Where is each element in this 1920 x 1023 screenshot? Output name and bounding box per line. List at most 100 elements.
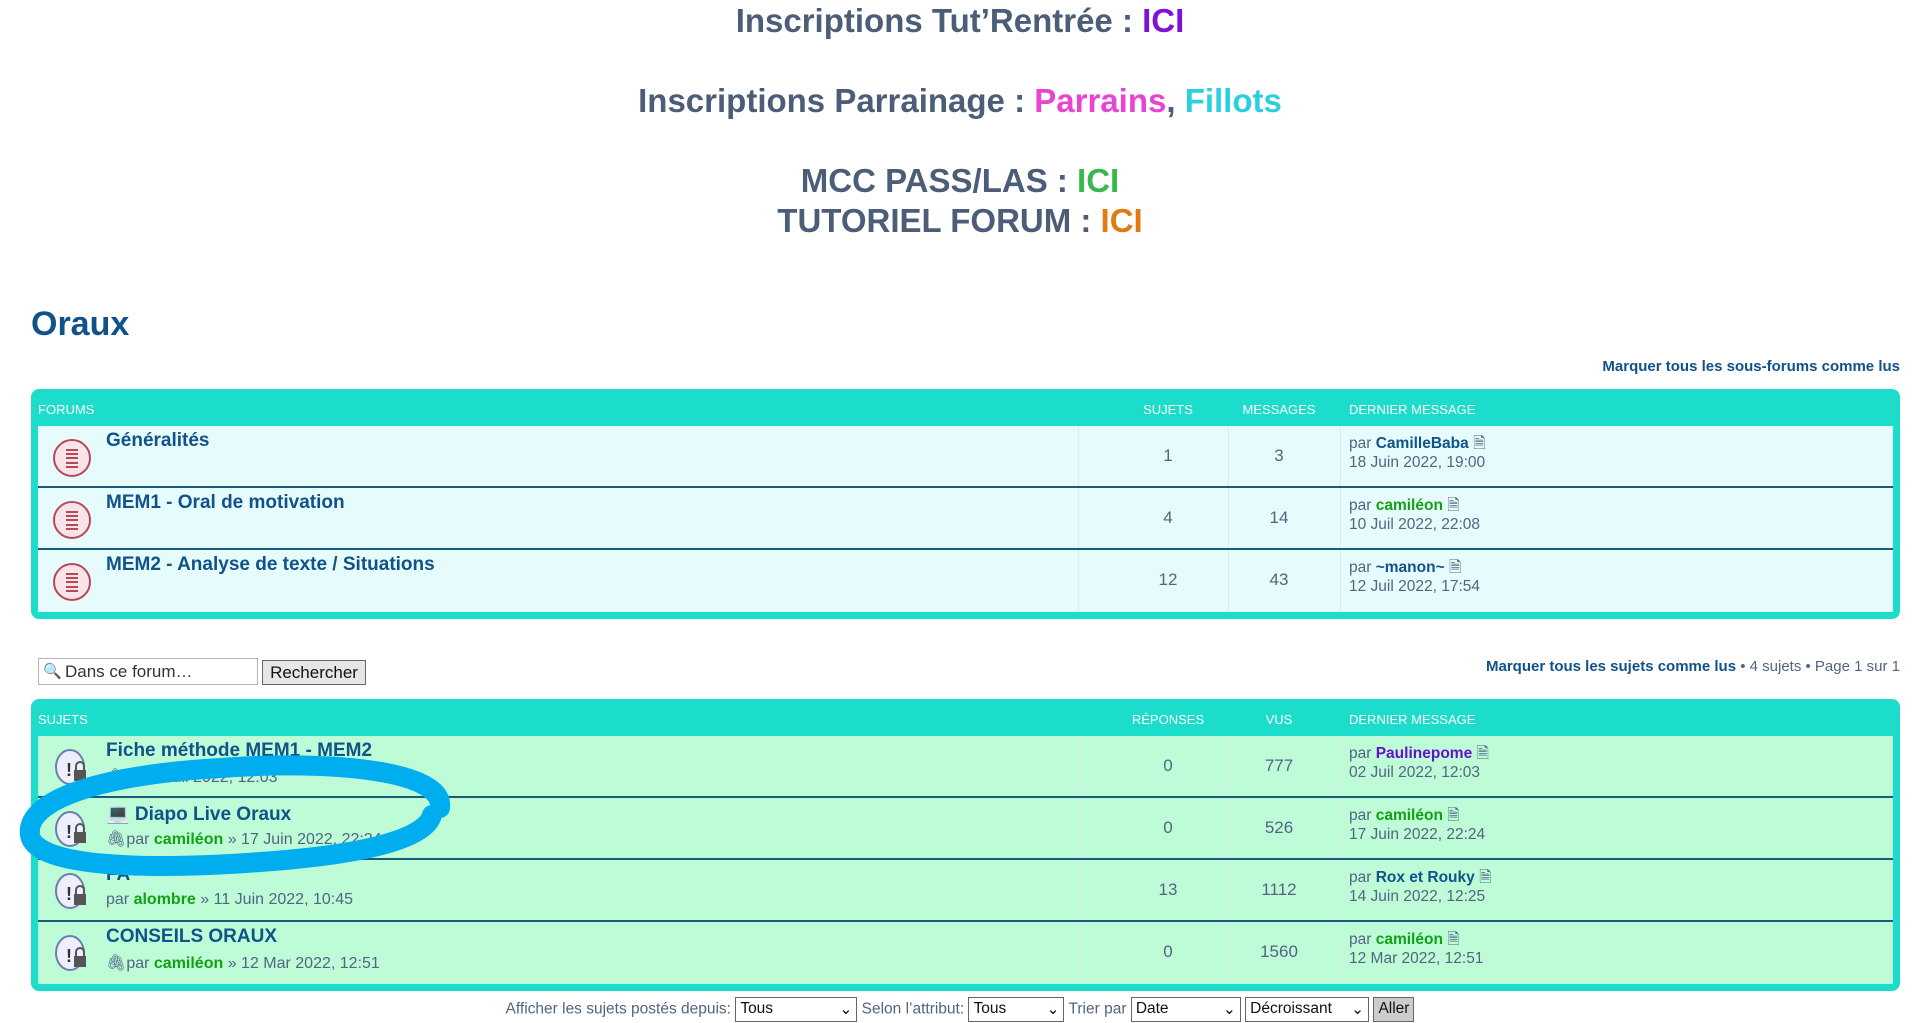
mcc-link[interactable]: ICI [1077,162,1120,199]
topic-title-link[interactable]: CONSEILS ORAUX [106,926,278,947]
view-last-post-icon[interactable]: 🗎 [1476,745,1489,762]
divider [1228,798,1229,858]
replies-count: 0 [1163,942,1173,961]
divider [1078,798,1079,858]
header-topics: Sujets [38,712,88,727]
announcement-tutrentree: Inscriptions Tut’Rentrée : ICI [0,2,1920,40]
label: Inscriptions Parrainage : [638,82,1035,119]
forum-row: Généralités 1 3 par CamilleBaba 🗎 18 Juin… [38,426,1893,488]
forum-row: MEM2 - Analyse de texte / Situations 12 … [38,550,1893,612]
posts-count: 43 [1269,570,1289,589]
forum-title-link[interactable]: MEM1 - Oral de motivation [106,492,345,513]
order-value: Décroissant [1250,1000,1332,1017]
topic-title-link[interactable]: 💻 Diapo Live Oraux [106,804,292,825]
forum-read-icon [53,563,91,601]
topic-locked-icon: ! [55,873,86,909]
view-last-post-icon[interactable]: 🗎 [1447,931,1460,948]
parrains-link[interactable]: Parrains [1034,82,1167,119]
forums-list: Forums Sujets Messages Dernier message G… [31,389,1900,619]
posts-count: 3 [1274,446,1284,465]
by-label: par [1349,497,1376,514]
label: TUTORIEL FORUM : [777,202,1101,239]
header-topics: Sujets [1143,402,1193,417]
topic-date: Juil 2022, 12:03 [164,769,278,786]
last-post-user-link[interactable]: Paulinepome [1375,745,1473,762]
author-link[interactable]: camiléon [153,831,224,848]
divider [1078,550,1079,612]
last-post: par camiléon 🗎 12 Mar 2022, 12:51 [1349,930,1483,968]
divider [1228,426,1229,486]
last-post: par CamilleBaba 🗎 18 Juin 2022, 19:00 [1349,434,1486,472]
since-select[interactable]: Tous ⌄ [735,997,858,1022]
last-post-user-link[interactable]: camiléon [1375,931,1443,948]
topic-date: » 17 Juin 2022, 22:24 [223,831,382,848]
last-post-date: 18 Juin 2022, 19:00 [1349,454,1486,471]
by-label: par [126,831,154,848]
fillots-link[interactable]: Fillots [1184,82,1282,119]
divider [1228,736,1229,796]
topic-meta: par alombre » 11 Juin 2022, 10:45 [106,891,353,909]
forum-read-icon [53,501,91,539]
topic-title-link[interactable]: Fiche méthode MEM1 - MEM2 [106,740,373,761]
divider [1228,488,1229,548]
last-post-user-link[interactable]: ~manon~ [1375,559,1445,576]
go-button[interactable]: Aller [1373,997,1415,1022]
tutrentree-link[interactable]: ICI [1142,2,1185,39]
svg-text:!: ! [66,822,72,842]
last-post-date: 17 Juin 2022, 22:24 [1349,826,1486,843]
chevron-down-icon: ⌄ [1222,1001,1236,1018]
chevron-down-icon: ⌄ [1351,1001,1365,1018]
forum-title-link[interactable]: MEM2 - Analyse de texte / Situations [106,554,435,575]
last-post-user-link[interactable]: camiléon [1375,807,1443,824]
replies-count: 13 [1158,880,1178,899]
view-last-post-icon[interactable]: 🗎 [1448,559,1462,576]
sort-value: Date [1135,1000,1169,1017]
view-last-post-icon[interactable]: 🗎 [1447,807,1460,824]
topic-date: » 12 Mar 2022, 12:51 [223,955,380,972]
search-button[interactable]: Rechercher [262,660,366,685]
order-select[interactable]: Décroissant ⌄ [1245,997,1370,1022]
last-post-user-link[interactable]: camiléon [1375,497,1443,514]
svg-text:!: ! [66,946,72,966]
divider [1228,860,1229,920]
author-link[interactable]: camiléon [153,955,224,972]
divider [1078,860,1079,920]
last-post-user-link[interactable]: Rox et Rouky [1375,869,1475,886]
divider [1340,798,1341,858]
author-link[interactable]: alombre [133,891,196,908]
header-last-post: Dernier message [1349,402,1476,417]
header-posts: Messages [1242,402,1316,417]
page-title[interactable]: Oraux [31,305,130,343]
pagination: Marquer tous les sujets comme lus • 4 su… [1486,658,1900,675]
by-label: par [126,769,154,786]
attribute-select[interactable]: Tous ⌄ [968,997,1065,1022]
last-post-date: 10 Juil 2022, 22:08 [1349,516,1480,533]
last-post-date: 14 Juin 2022, 12:25 [1349,888,1486,905]
chevron-down-icon: ⌄ [1046,1001,1060,1018]
divider [1078,426,1079,486]
forums-header: Forums Sujets Messages Dernier message [38,389,1893,426]
divider [1340,426,1341,486]
mark-subforums-read-link[interactable]: Marquer tous les sous-forums comme lus [1602,358,1900,375]
last-post-user-link[interactable]: CamilleBaba [1375,435,1469,452]
mark-topics-read-link[interactable]: Marquer tous les sujets comme lus [1485,658,1737,675]
attr-value: Tous [973,1000,1007,1017]
announcement-mcc: MCC PASS/LAS : ICI [0,162,1920,200]
attachment-icon: 🖇 [106,955,127,972]
sort-select[interactable]: Date ⌄ [1130,997,1241,1022]
header-views: Vus [1265,712,1293,727]
svg-text:!: ! [66,884,72,904]
view-last-post-icon[interactable]: 🗎 [1447,497,1460,514]
search-input[interactable]: 🔍 Dans ce forum… [38,658,258,685]
last-post: par Paulinepome 🗎 02 Juil 2022, 12:03 [1349,744,1489,782]
last-post: par Rox et Rouky 🗎 14 Juin 2022, 12:25 [1349,868,1492,906]
topic-title-link[interactable]: FA [106,864,131,885]
forum-title-link[interactable]: Généralités [106,430,210,451]
by-label: par [126,955,154,972]
by-label: par [1349,931,1376,948]
view-last-post-icon[interactable]: 🗎 [1473,435,1486,452]
view-last-post-icon[interactable]: 🗎 [1479,869,1492,886]
tutoriel-link[interactable]: ICI [1100,202,1143,239]
topic-row: ! 💻 Diapo Live Oraux 🖇par camiléon » 17 … [38,798,1893,860]
author-link[interactable]: P [153,769,165,786]
